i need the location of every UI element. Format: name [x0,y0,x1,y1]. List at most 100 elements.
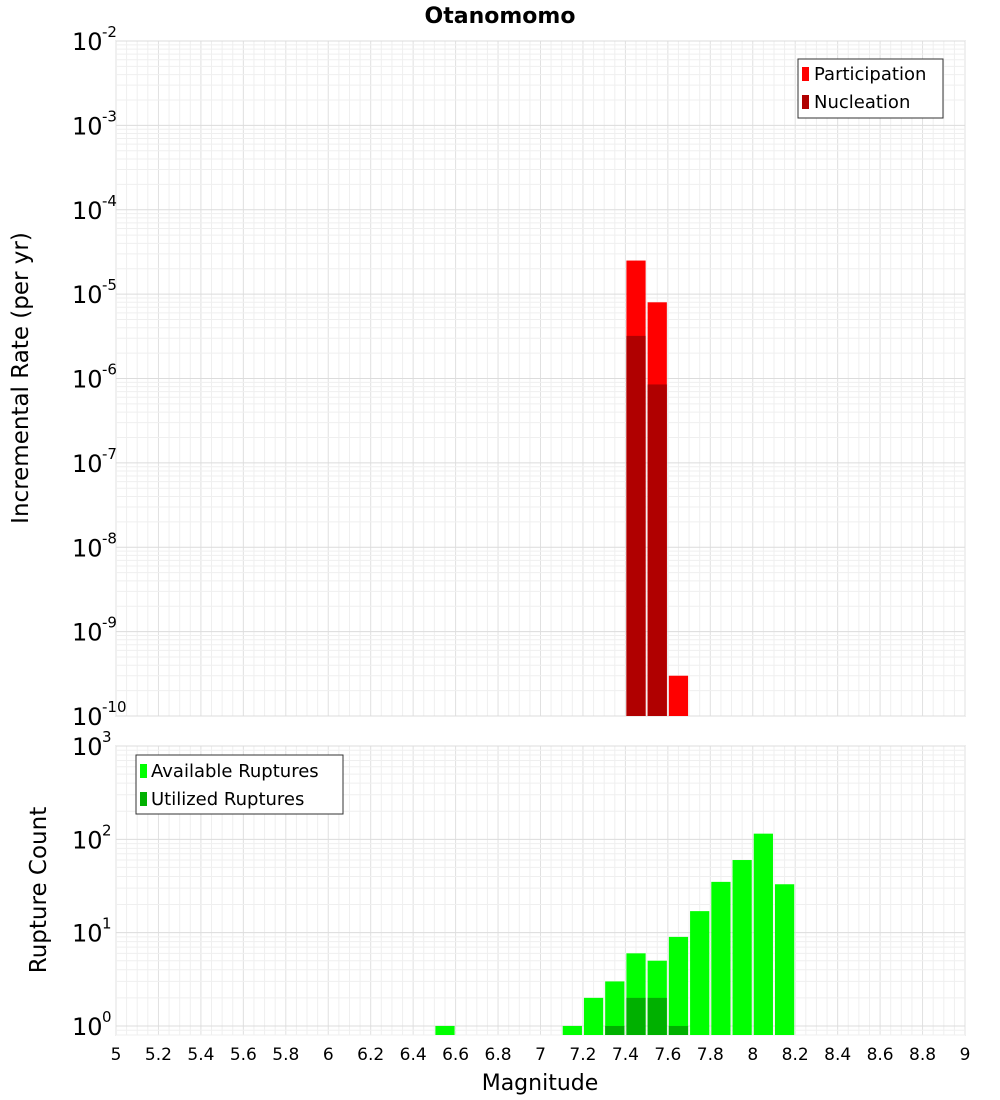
top-grid [115,40,966,717]
bar-available-ruptures [711,881,731,1035]
x-ticks: 5 5.2 5.4 5.6 5.8 6 6.2 6.4 6.6 6.8 7 7.2 7.4 7.6 7.8 8… [111,1045,971,1065]
bar-available-ruptures [562,1025,582,1035]
y-tick-base: 10 [72,619,103,647]
top-y-tick-label: 10 -8 [72,529,117,562]
y-tick-base: 10 [72,826,103,854]
x-tick-label: 5.8 [272,1045,299,1065]
bar-available-ruptures [774,884,795,1035]
y-tick-exponent: -3 [102,107,117,125]
bot-y-tick-label: 10 2 [72,821,112,854]
bar-nucleation [626,335,646,716]
top-y-tick-label: 10 -10 [72,698,127,731]
top-legend-box [797,58,944,119]
x-tick-label: 5.4 [187,1045,214,1065]
legend-label-available: Available Ruptures [151,761,319,782]
bot-y-tick-label: 10 0 [72,1008,112,1041]
top-y-axis-label: Incremental Rate (per yr) [8,232,34,524]
y-tick-base: 10 [72,733,103,761]
x-tick-label: 5.6 [230,1045,257,1065]
y-tick-base: 10 [72,28,103,56]
legend-label-utilized: Utilized Ruptures [151,789,304,810]
bar-available-ruptures [668,936,689,1035]
bar-available-ruptures [690,911,710,1035]
x-axis-label: Magnitude [482,1071,599,1096]
y-tick-exponent: -4 [102,192,117,210]
y-tick-base: 10 [72,703,103,731]
bot-y-tick-label: 10 1 [72,915,112,948]
y-tick-base: 10 [72,197,103,225]
x-tick-label: 7.6 [654,1045,681,1065]
bar-nucleation [647,384,667,716]
y-tick-base: 10 [72,920,103,948]
x-tick-label: 6.4 [400,1045,427,1065]
y-tick-base: 10 [72,534,103,562]
bar-utilized-ruptures [626,997,646,1035]
x-tick-label: 8.2 [782,1045,809,1065]
y-tick-base: 10 [72,1013,103,1041]
y-tick-exponent: 1 [102,915,112,933]
x-tick-label: 5 [111,1045,122,1065]
top-y-tick-label: 10 -9 [72,614,117,647]
y-tick-exponent: 0 [102,1008,112,1026]
y-tick-base: 10 [72,450,103,478]
y-tick-exponent: -9 [102,614,117,632]
top-y-tick-label: 10 -5 [72,276,117,309]
bottom-legend-box [135,754,344,815]
bar-utilized-ruptures [647,997,667,1035]
bar-utilized-ruptures [668,1025,689,1035]
x-tick-label: 8 [747,1045,758,1065]
top-y-tick-label: 10 -6 [72,361,117,394]
top-bars [626,260,689,716]
x-tick-label: 8.8 [909,1045,936,1065]
legend-swatch-nucleation [802,95,809,109]
top-y-tick-label: 10 -4 [72,192,117,225]
x-tick-label: 5.2 [145,1045,172,1065]
y-tick-exponent: -5 [102,276,117,294]
bottom-y-axis-label: Rupture Count [26,807,52,973]
bottom-legend: Available Ruptures Utilized Ruptures [135,754,344,815]
x-tick-label: 7 [535,1045,546,1065]
legend-label-nucleation: Nucleation [814,92,910,113]
x-tick-label: 8.6 [867,1045,894,1065]
x-tick-label: 9 [960,1045,971,1065]
bar-available-ruptures [753,833,773,1035]
top-y-tick-label: 10 -7 [72,445,117,478]
y-tick-exponent: -10 [102,698,127,716]
bar-available-ruptures [732,860,752,1035]
bar-available-ruptures [605,981,625,1035]
y-tick-exponent: -8 [102,529,117,547]
y-tick-base: 10 [72,112,103,140]
bar-utilized-ruptures [605,1025,625,1035]
legend-label-participation: Participation [814,64,926,85]
y-tick-base: 10 [72,281,103,309]
x-tick-label: 7.2 [569,1045,596,1065]
x-tick-label: 6.8 [485,1045,512,1065]
chart-title: Otanomomo [425,4,576,29]
x-tick-label: 6.6 [442,1045,469,1065]
bot-y-tick-label: 10 3 [72,728,112,761]
x-tick-label: 7.8 [697,1045,724,1065]
bottom-bars [435,833,795,1035]
y-tick-exponent: 2 [102,821,112,839]
legend-swatch-available [140,764,147,778]
y-tick-exponent: -2 [102,23,117,41]
x-tick-label: 7.4 [612,1045,639,1065]
top-legend: Participation Nucleation [797,58,944,119]
bar-available-ruptures [435,1025,455,1035]
x-tick-label: 6 [323,1045,334,1065]
y-tick-exponent: -7 [102,445,117,463]
bar-available-ruptures [583,997,604,1035]
legend-swatch-utilized [140,792,147,806]
legend-swatch-participation [802,67,809,81]
y-tick-exponent: -6 [102,361,117,379]
top-y-tick-label: 10 -3 [72,107,117,140]
x-tick-label: 8.4 [824,1045,851,1065]
x-tick-label: 6.2 [357,1045,384,1065]
top-y-tick-label: 10 -2 [72,23,117,56]
y-tick-base: 10 [72,366,103,394]
